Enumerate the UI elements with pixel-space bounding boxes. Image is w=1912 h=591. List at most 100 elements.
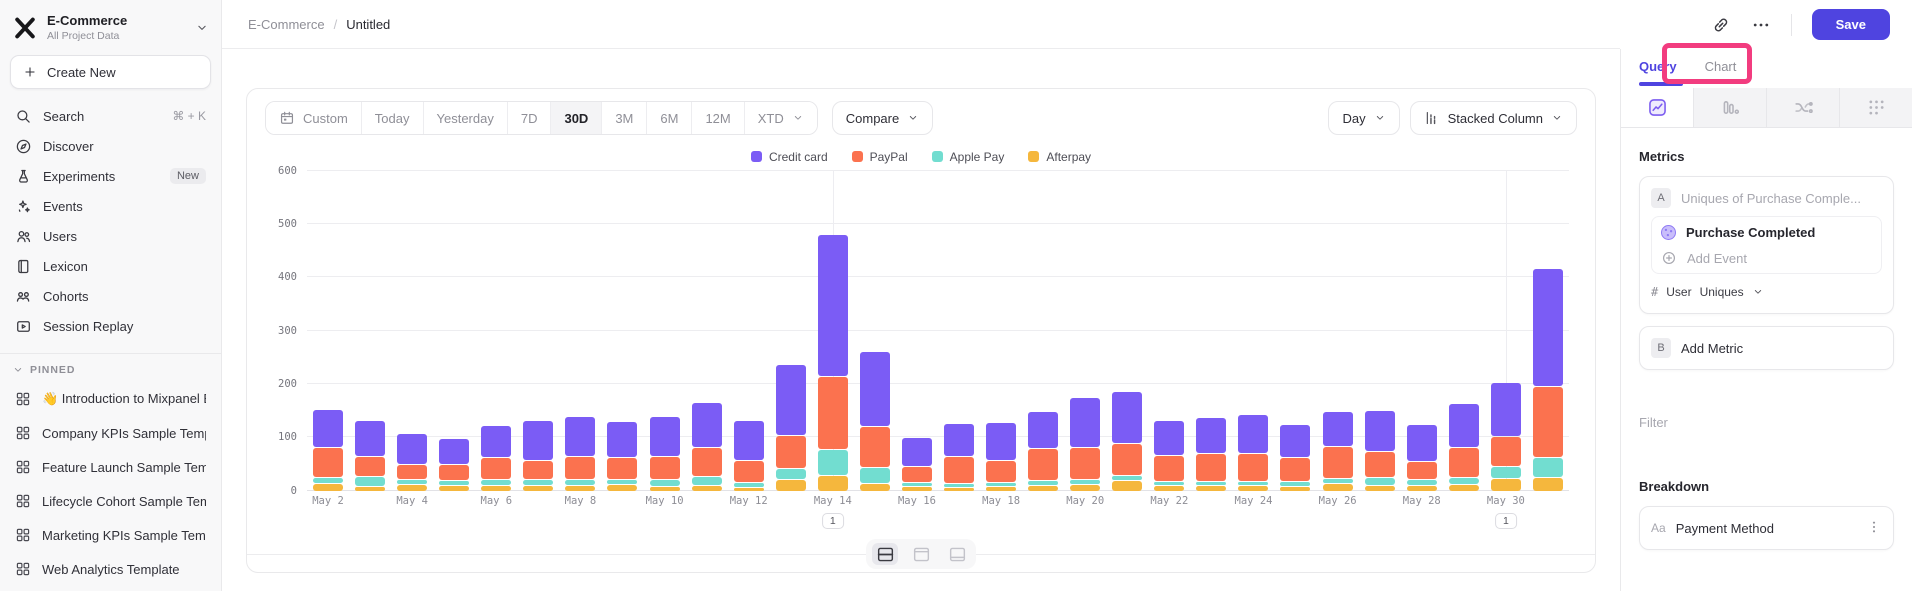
bar-segment[interactable] xyxy=(1280,457,1311,481)
sidebar-item-session-replay[interactable]: Session Replay xyxy=(6,311,215,341)
stacked-bar-may-10[interactable] xyxy=(649,416,680,491)
create-new-button[interactable]: Create New xyxy=(10,55,211,89)
metric-a-card[interactable]: A Uniques of Purchase Comple... Purchase… xyxy=(1639,176,1894,314)
stacked-bar-may-2[interactable] xyxy=(313,409,344,491)
sidebar-item-experiments[interactable]: Experiments New xyxy=(6,161,215,191)
bar-segment[interactable] xyxy=(1322,411,1353,446)
bar-segment[interactable] xyxy=(397,464,428,479)
bar-segment[interactable] xyxy=(1028,485,1059,491)
bar-segment[interactable] xyxy=(943,456,974,483)
bar-segment[interactable] xyxy=(649,486,680,491)
bar-segment[interactable] xyxy=(859,483,890,491)
stacked-bar-may-27[interactable] xyxy=(1364,410,1395,491)
bar-segment[interactable] xyxy=(397,433,428,464)
legend-item[interactable]: PayPal xyxy=(851,150,908,164)
bar-segment[interactable] xyxy=(817,376,848,449)
stacked-bar-may-5[interactable] xyxy=(439,438,470,491)
bar-segment[interactable] xyxy=(775,364,806,435)
bar-segment[interactable] xyxy=(775,435,806,468)
bar-segment[interactable] xyxy=(1490,466,1521,478)
bar-segment[interactable] xyxy=(691,485,722,491)
bar-segment[interactable] xyxy=(1154,420,1185,455)
bar-segment[interactable] xyxy=(481,425,512,457)
bar-segment[interactable] xyxy=(1238,481,1269,485)
bar-segment[interactable] xyxy=(691,447,722,476)
report-tab-insights[interactable] xyxy=(1621,88,1693,127)
bar-segment[interactable] xyxy=(523,420,554,460)
bar-segment[interactable] xyxy=(859,351,890,426)
bar-segment[interactable] xyxy=(439,464,470,480)
sidebar-item-lexicon[interactable]: Lexicon xyxy=(6,251,215,281)
date-range-3m[interactable]: 3M xyxy=(602,102,648,134)
date-range-12m[interactable]: 12M xyxy=(692,102,745,134)
bar-segment[interactable] xyxy=(733,487,764,491)
bar-segment[interactable] xyxy=(1238,453,1269,481)
bar-segment[interactable] xyxy=(1028,448,1059,480)
bar-segment[interactable] xyxy=(1406,485,1437,491)
bar-segment[interactable] xyxy=(565,479,596,485)
date-range-custom[interactable]: Custom xyxy=(266,102,362,134)
bar-segment[interactable] xyxy=(355,486,386,491)
bar-segment[interactable] xyxy=(439,480,470,485)
bar-segment[interactable] xyxy=(1028,411,1059,448)
bar-segment[interactable] xyxy=(901,482,932,486)
bar-segment[interactable] xyxy=(355,456,386,476)
copy-link-button[interactable] xyxy=(1711,15,1731,35)
bar-segment[interactable] xyxy=(1112,443,1143,475)
bar-segment[interactable] xyxy=(1448,447,1479,477)
bar-segment[interactable] xyxy=(775,468,806,479)
bar-segment[interactable] xyxy=(607,479,638,484)
bar-segment[interactable] xyxy=(1490,436,1521,466)
stacked-bar-may-15[interactable] xyxy=(859,351,890,491)
sidebar-item-search[interactable]: Search ⌘ + K xyxy=(6,101,215,131)
bar-segment[interactable] xyxy=(481,485,512,491)
stacked-bar-may-20[interactable] xyxy=(1070,397,1101,491)
bar-segment[interactable] xyxy=(901,486,932,491)
bar-segment[interactable] xyxy=(1490,382,1521,436)
bar-segment[interactable] xyxy=(397,479,428,484)
bar-segment[interactable] xyxy=(397,484,428,491)
stacked-bar-may-28[interactable] xyxy=(1406,424,1437,491)
bar-segment[interactable] xyxy=(1364,451,1395,477)
bar-segment[interactable] xyxy=(1070,447,1101,479)
breadcrumb-report[interactable]: Untitled xyxy=(346,17,391,32)
bar-segment[interactable] xyxy=(1196,417,1227,453)
bar-segment[interactable] xyxy=(733,420,764,460)
bar-segment[interactable] xyxy=(1238,485,1269,491)
bar-segment[interactable] xyxy=(1532,386,1563,457)
add-breakdown-plus-icon[interactable] xyxy=(1878,478,1894,494)
add-filter-plus-icon[interactable] xyxy=(1878,414,1894,430)
bar-segment[interactable] xyxy=(1322,478,1353,483)
bar-segment[interactable] xyxy=(986,482,1017,486)
project-switcher[interactable]: E-Commerce All Project Data xyxy=(0,0,221,53)
bar-segment[interactable] xyxy=(1448,477,1479,484)
bar-segment[interactable] xyxy=(859,467,890,483)
bar-segment[interactable] xyxy=(859,426,890,467)
stacked-bar-may-8[interactable] xyxy=(565,416,596,491)
bar-segment[interactable] xyxy=(649,416,680,456)
annotation-badge[interactable]: 1 xyxy=(821,512,844,529)
bar-segment[interactable] xyxy=(986,486,1017,491)
bar-segment[interactable] xyxy=(733,482,764,487)
bar-segment[interactable] xyxy=(775,479,806,491)
breakdown-options-button[interactable] xyxy=(1866,519,1882,538)
stacked-bar-may-9[interactable] xyxy=(607,421,638,491)
tab-chart[interactable]: Chart xyxy=(1704,59,1737,74)
bar-segment[interactable] xyxy=(481,457,512,479)
bar-segment[interactable] xyxy=(817,234,848,376)
bar-segment[interactable] xyxy=(1070,397,1101,447)
pinned-board-item[interactable]: Feature Launch Sample Templa xyxy=(6,450,215,484)
stacked-bar-may-12[interactable] xyxy=(733,420,764,491)
bar-segment[interactable] xyxy=(1364,477,1395,485)
annotation-badge[interactable]: 1 xyxy=(1494,512,1517,529)
bar-segment[interactable] xyxy=(1406,461,1437,479)
bar-segment[interactable] xyxy=(817,449,848,475)
bar-segment[interactable] xyxy=(1280,424,1311,457)
breadcrumb-project[interactable]: E-Commerce xyxy=(248,17,325,32)
bar-segment[interactable] xyxy=(901,466,932,482)
report-tab-flows[interactable] xyxy=(1766,88,1839,127)
bar-segment[interactable] xyxy=(607,484,638,491)
chart-type-dropdown[interactable]: Stacked Column xyxy=(1409,101,1577,135)
bar-segment[interactable] xyxy=(1532,457,1563,477)
stacked-bar-may-4[interactable] xyxy=(397,433,428,491)
